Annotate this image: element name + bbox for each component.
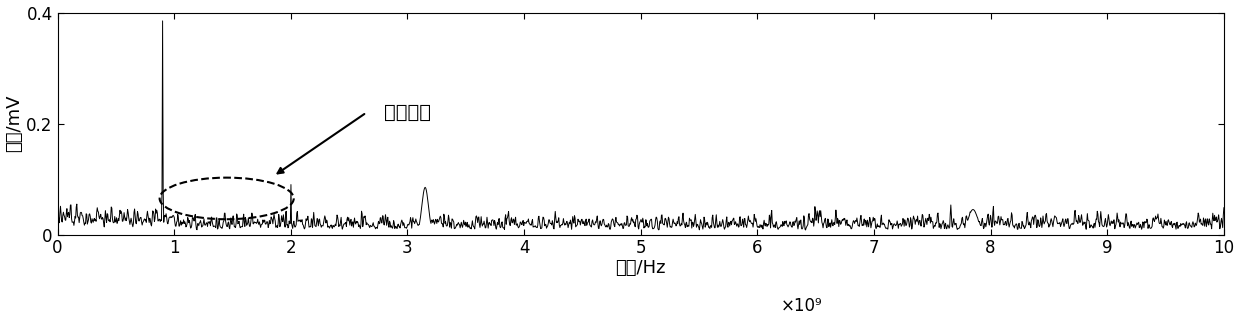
Text: 窄带噪声: 窄带噪声 — [384, 103, 432, 122]
X-axis label: 频率/Hz: 频率/Hz — [615, 259, 666, 277]
Text: ×10⁹: ×10⁹ — [781, 297, 822, 315]
Y-axis label: 幅值/mV: 幅值/mV — [5, 95, 24, 152]
